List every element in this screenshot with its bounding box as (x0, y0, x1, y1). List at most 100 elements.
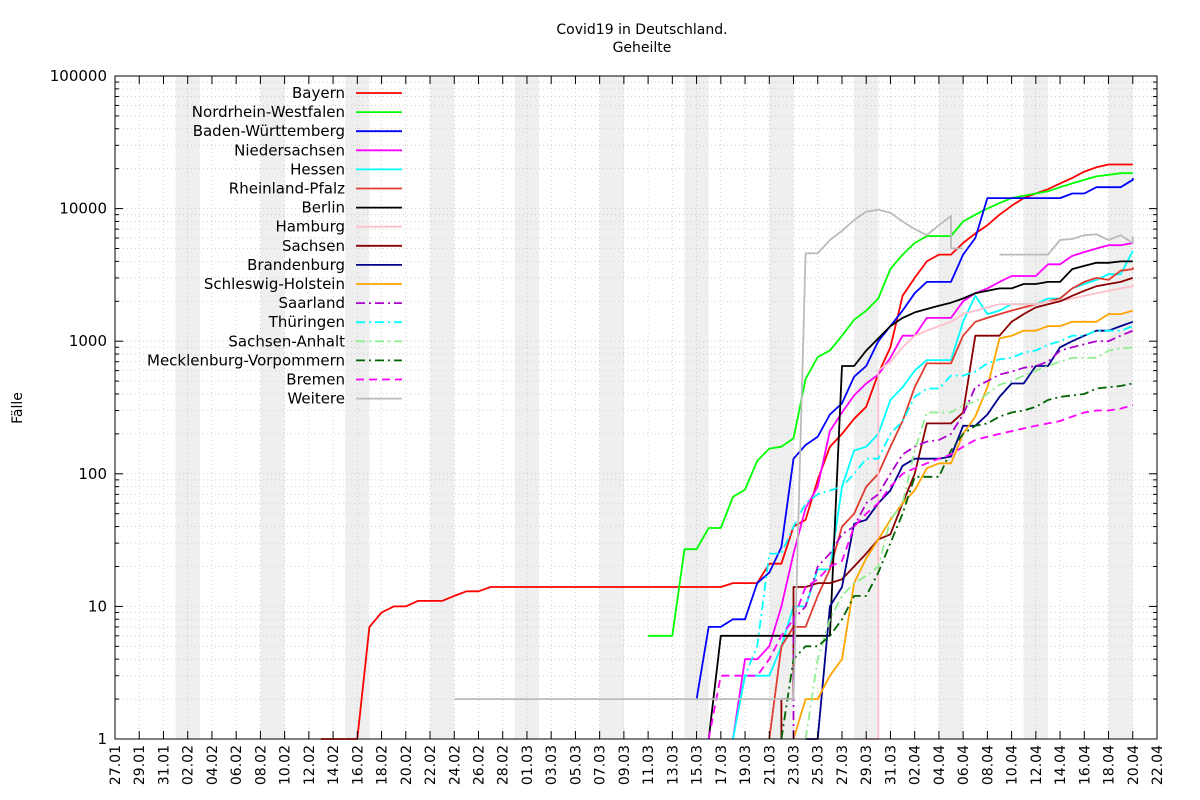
x-tick-label: 29.01 (132, 745, 148, 785)
x-tick-label: 02.04 (908, 745, 924, 785)
legend-label: Sachsen (282, 237, 345, 255)
weekend-band (430, 76, 455, 739)
legend-label: Weitere (287, 390, 345, 408)
series-line-nordrhein-westfalen (648, 172, 1133, 637)
x-tick-label: 10.04 (1005, 745, 1021, 785)
x-tick-label: 27.03 (835, 745, 851, 785)
x-tick-label: 19.03 (738, 745, 754, 785)
x-tick-label: 14.04 (1053, 745, 1069, 785)
y-tick-label: 100000 (50, 67, 107, 85)
legend-label: Berlin (301, 199, 345, 217)
legend-label: Sachsen-Anhalt (228, 332, 345, 350)
x-tick-label: 08.04 (980, 745, 996, 785)
legend-label: Niedersachsen (234, 141, 345, 159)
plot-frame (114, 75, 1158, 740)
y-tick-label: 10 (88, 597, 107, 615)
x-tick-label: 06.02 (229, 745, 245, 785)
x-tick-label: 15.03 (690, 745, 706, 785)
series-line-berlin (707, 260, 1133, 740)
series-line-niedersachsen (732, 242, 1133, 740)
y-tick-label: 10000 (59, 200, 107, 218)
series-line-weitere (454, 208, 964, 700)
x-tick-label: 10.02 (278, 745, 294, 785)
x-tick-label: 02.02 (181, 745, 197, 785)
series-line-th-ringen (732, 325, 1134, 740)
chart-title: Covid19 in Deutschland. (556, 22, 727, 38)
x-tick-label: 24.02 (447, 745, 463, 785)
legend-label: Rheinland-Pfalz (229, 180, 345, 198)
x-tick-label: 12.04 (1029, 745, 1045, 785)
legend-label: Bayern (292, 84, 345, 102)
y-tick-label: 1000 (69, 332, 107, 350)
x-tick-label: 09.03 (617, 745, 633, 785)
x-tick-label: 04.04 (932, 745, 948, 785)
weekend-band (1023, 76, 1048, 739)
x-tick-label: 11.03 (641, 745, 657, 785)
x-tick-label: 17.03 (714, 745, 730, 785)
x-tick-label: 18.04 (1102, 745, 1118, 785)
legend-label: Bremen (286, 371, 345, 389)
x-tick-label: 23.03 (787, 745, 803, 785)
legend-label: Baden-Württemberg (193, 122, 345, 140)
x-tick-label: 26.02 (471, 745, 487, 785)
series-line-weitere (999, 233, 1134, 256)
x-tick-label: 16.04 (1077, 745, 1093, 785)
x-tick-label: 20.02 (399, 745, 415, 785)
legend-label: Hamburg (275, 218, 345, 236)
x-tick-label: 13.03 (665, 745, 681, 785)
x-tick-label: 28.02 (496, 745, 512, 785)
weekend-band (1108, 76, 1133, 739)
x-tick-label: 21.03 (762, 745, 778, 785)
legend-label: Mecklenburg-Vorpommern (147, 351, 345, 369)
series-line-sachsen (780, 277, 1134, 739)
weekend-band (514, 76, 540, 739)
x-tick-label: 08.02 (253, 745, 269, 785)
x-tick-label: 07.03 (593, 745, 609, 785)
y-tick-label: 1 (97, 730, 107, 748)
x-tick-label: 06.04 (956, 745, 972, 785)
weekend-band (345, 76, 370, 739)
grid (114, 76, 1158, 740)
series-line-sachsen-anhalt (804, 344, 1134, 740)
axes: 1 10 100 1000 10000 100000 27.01 29.01 31.01 02.0… (50, 67, 1166, 785)
chart-subtitle: Geheilte (613, 40, 672, 56)
y-axis-label: Fälle (10, 392, 26, 424)
x-tick-label: 16.02 (350, 745, 366, 785)
x-tick-label: 01.03 (520, 745, 536, 785)
x-tick-label: 12.02 (302, 745, 318, 785)
x-tick-label: 20.04 (1126, 745, 1142, 785)
series-line-saarland (792, 329, 1134, 739)
weekend-band (260, 76, 285, 739)
weekend-band (769, 76, 794, 739)
series-line-hamburg (866, 284, 1134, 740)
x-tick-label: 14.02 (326, 745, 342, 785)
legend-label: Hessen (290, 160, 345, 178)
series-line-mecklenburg-vorpommern (780, 381, 1134, 740)
weekend-band (599, 76, 624, 739)
x-tick-label: 18.02 (375, 745, 391, 785)
legend-label: Brandenburg (247, 256, 345, 274)
x-tick-label: 27.01 (108, 745, 124, 785)
weekend-band (175, 76, 200, 739)
x-tick-label: 31.01 (156, 745, 172, 785)
legend-label: Nordrhein-Westfalen (192, 103, 345, 121)
x-tick-label: 03.03 (544, 745, 560, 785)
x-tick-label: 22.02 (423, 745, 439, 785)
legend: BayernNordrhein-WestfalenBaden-Württembe… (147, 84, 402, 408)
y-tick-label: 100 (78, 465, 107, 483)
legend-label: Schleswig-Holstein (204, 275, 345, 293)
series-line-baden-w-rttemberg (695, 178, 1134, 700)
series-layer (321, 163, 1134, 740)
series-line-bremen (707, 404, 1134, 740)
x-tick-label: 31.03 (883, 745, 899, 785)
weekend-band (938, 76, 964, 739)
x-tick-label: 04.02 (205, 745, 221, 785)
legend-label: Saarland (279, 294, 345, 312)
x-tick-label: 05.03 (568, 745, 584, 785)
legend-label: Thüringen (268, 313, 345, 331)
x-tick-label: 25.03 (811, 745, 827, 785)
series-line-rheinland-pfalz (768, 267, 1134, 740)
x-tick-label: 29.03 (859, 745, 875, 785)
weekend-band (684, 76, 709, 739)
